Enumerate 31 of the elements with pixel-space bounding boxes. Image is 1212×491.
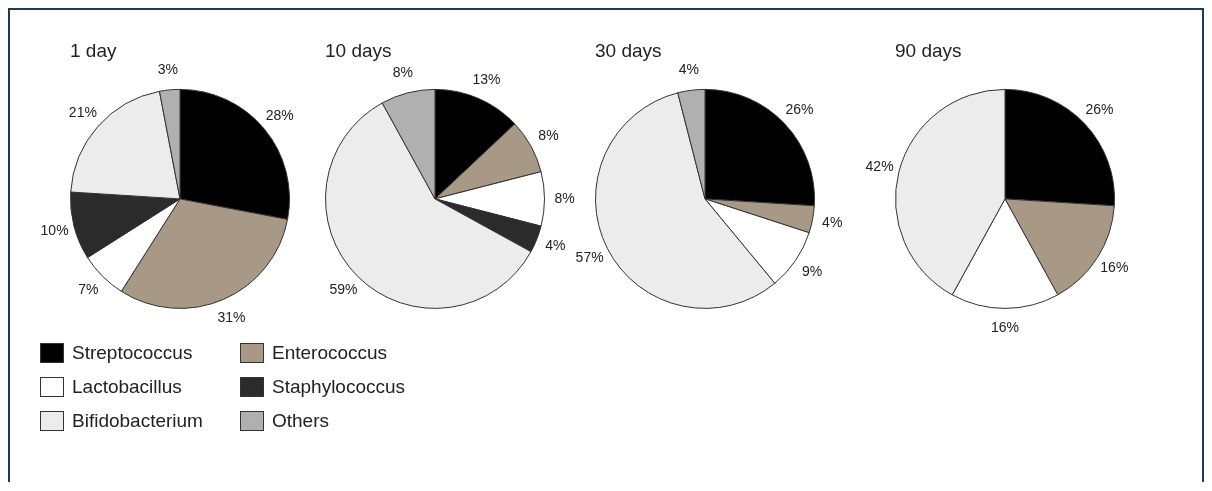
data-label: 4%	[822, 214, 843, 231]
legend-label: Staphylococcus	[272, 376, 406, 398]
legend-label: Enterococcus	[272, 342, 388, 364]
data-label: 42%	[865, 157, 894, 174]
data-label: 21%	[68, 104, 97, 121]
chart-title: 10 days	[325, 39, 392, 61]
data-label: 8%	[554, 189, 575, 206]
data-label: 4%	[545, 237, 566, 254]
legend-label: Bifidobacterium	[72, 410, 203, 432]
data-label: 28%	[265, 107, 294, 124]
legend-label: Streptococcus	[72, 342, 193, 364]
data-label: 9%	[801, 262, 823, 279]
data-label: 16%	[990, 319, 1020, 336]
data-label: 26%	[785, 101, 814, 118]
data-label: 16%	[1100, 259, 1129, 276]
data-label: 8%	[538, 127, 559, 144]
data-label: 31%	[217, 308, 246, 325]
chart-title: 1 day	[70, 39, 117, 61]
chart-title: 30 days	[595, 39, 662, 61]
data-label: 4%	[678, 61, 699, 78]
data-label: 3%	[157, 60, 178, 77]
data-label: 57%	[575, 248, 604, 265]
data-label: 7%	[78, 281, 99, 298]
data-label: 8%	[392, 64, 413, 81]
data-label: 59%	[329, 281, 358, 298]
legend-label: Others	[272, 410, 330, 432]
data-label: 26%	[1085, 101, 1114, 118]
chart-title: 90 days	[895, 39, 962, 61]
data-label: 13%	[472, 70, 501, 87]
data-label: 10%	[40, 221, 69, 238]
legend-label: Lactobacillus	[72, 376, 182, 398]
